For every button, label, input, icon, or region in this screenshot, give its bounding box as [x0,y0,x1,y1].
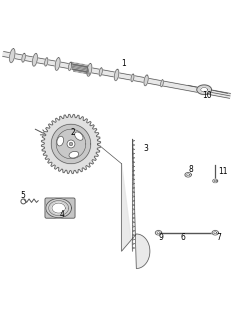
Polygon shape [87,64,92,76]
Text: 8: 8 [189,165,193,174]
Text: 4: 4 [60,210,65,219]
Text: 3: 3 [144,144,149,153]
Polygon shape [55,58,60,70]
Text: 7: 7 [217,233,221,242]
Ellipse shape [57,136,63,146]
Polygon shape [45,58,48,66]
Text: 10: 10 [203,92,212,100]
Polygon shape [46,198,71,218]
Polygon shape [185,172,191,177]
Polygon shape [22,53,25,62]
Polygon shape [32,53,37,66]
Text: 5: 5 [20,191,25,200]
Polygon shape [122,139,150,268]
Polygon shape [41,114,100,173]
Polygon shape [99,68,102,76]
Text: 1: 1 [122,59,126,68]
Polygon shape [9,49,15,63]
Polygon shape [68,62,72,70]
Polygon shape [131,74,134,82]
Text: 2: 2 [70,128,75,137]
Polygon shape [212,230,218,235]
Ellipse shape [69,151,79,158]
Polygon shape [161,80,163,87]
Polygon shape [51,124,91,164]
Polygon shape [214,180,217,182]
FancyBboxPatch shape [45,198,75,218]
Polygon shape [155,230,162,235]
Polygon shape [144,75,148,86]
Polygon shape [213,179,218,183]
Ellipse shape [69,142,73,146]
Text: 6: 6 [181,233,186,242]
Polygon shape [114,69,119,81]
Ellipse shape [75,132,83,140]
Text: 9: 9 [158,233,163,242]
Polygon shape [52,203,65,213]
Ellipse shape [67,140,75,148]
Bar [56,206,61,211]
Polygon shape [201,87,208,92]
Polygon shape [157,232,160,234]
Polygon shape [187,174,190,176]
Polygon shape [197,85,212,94]
Text: 11: 11 [218,167,227,176]
Polygon shape [214,232,217,234]
Polygon shape [3,52,230,98]
